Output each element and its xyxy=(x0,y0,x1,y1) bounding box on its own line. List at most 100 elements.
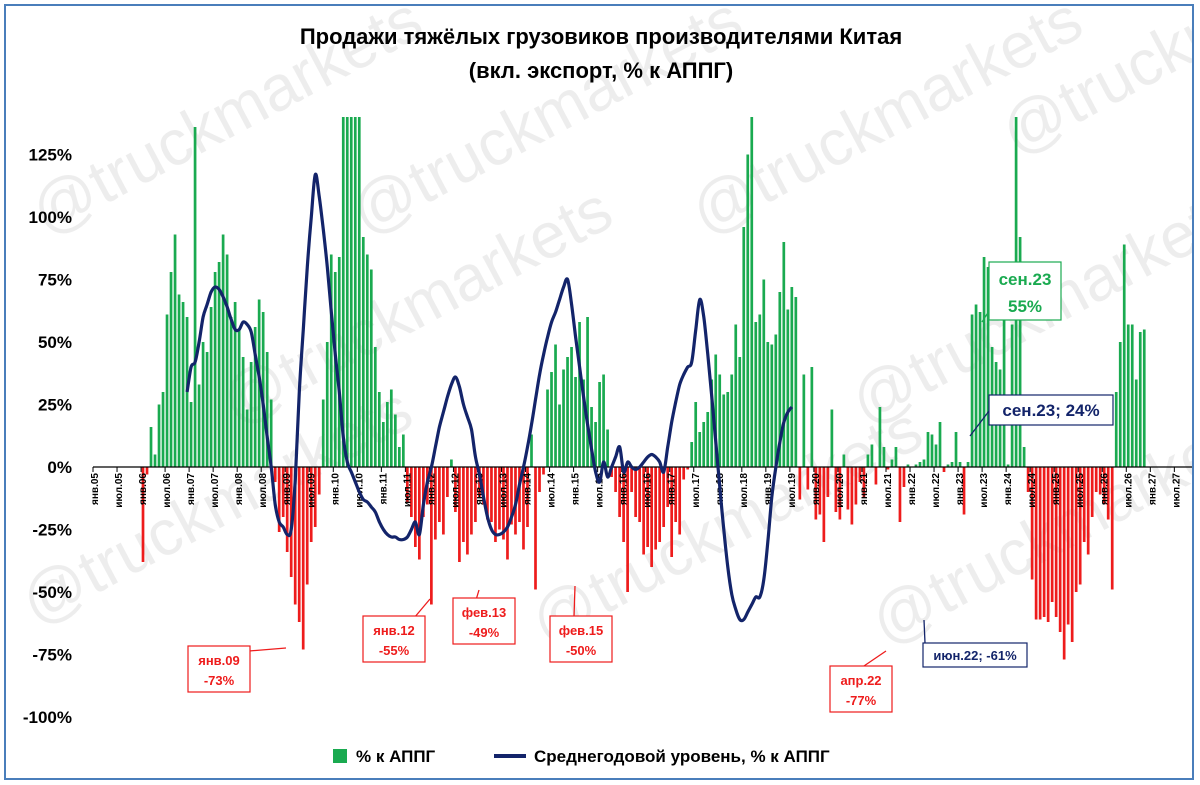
bar xyxy=(482,467,485,505)
bar xyxy=(337,257,341,467)
x-tick-label: янв.14 xyxy=(523,473,534,505)
chart-subtitle: (вкл. экспорт, % к АППГ) xyxy=(469,58,733,83)
bar xyxy=(237,329,241,467)
bar xyxy=(798,467,802,500)
bar xyxy=(674,467,678,522)
bar xyxy=(630,467,633,492)
bar xyxy=(938,422,942,467)
bar xyxy=(750,117,754,467)
bar xyxy=(710,379,714,467)
bar xyxy=(185,317,189,467)
callout-box xyxy=(452,597,516,645)
callout-value: -73% xyxy=(204,673,235,688)
bar xyxy=(782,242,786,467)
bar-series xyxy=(141,117,1146,660)
bar xyxy=(209,307,213,467)
callout-label: апр.22 xyxy=(840,673,881,688)
bar xyxy=(405,467,409,502)
bar xyxy=(422,467,425,517)
bar xyxy=(518,467,521,522)
x-tick-label: июл.26 xyxy=(1123,473,1134,508)
y-tick-label: -100% xyxy=(23,708,72,727)
bar xyxy=(682,467,686,480)
callout-value: -55% xyxy=(379,643,410,658)
bar xyxy=(718,374,722,467)
bar xyxy=(586,317,589,467)
bar xyxy=(542,467,545,475)
bar xyxy=(822,467,826,542)
bar xyxy=(297,467,301,622)
callout-label: янв.09 xyxy=(198,653,240,668)
bar xyxy=(570,347,573,467)
x-tick-label: июл.06 xyxy=(162,473,173,508)
y-tick-label: -75% xyxy=(32,646,72,665)
x-tick-label: июл.27 xyxy=(1171,473,1182,508)
bar xyxy=(602,374,605,467)
x-tick-label: июл.05 xyxy=(114,473,125,508)
bar xyxy=(942,467,946,472)
bar xyxy=(530,434,533,467)
callout-label: сен.23 xyxy=(999,270,1052,289)
bar xyxy=(986,267,990,467)
callout-box xyxy=(922,642,1028,668)
bar xyxy=(1050,467,1054,602)
bar xyxy=(401,434,405,467)
bar xyxy=(1114,392,1118,467)
bar xyxy=(418,467,421,560)
bar xyxy=(397,447,401,467)
bar xyxy=(642,467,645,555)
bar xyxy=(582,379,585,467)
bar xyxy=(618,467,621,517)
bar xyxy=(774,334,778,467)
x-tick-label: июл.23 xyxy=(979,473,990,508)
bar xyxy=(926,432,930,467)
bar xyxy=(1134,379,1138,467)
bar xyxy=(494,467,497,542)
bar xyxy=(566,357,569,467)
bar xyxy=(898,467,902,522)
bar xyxy=(273,467,277,482)
bar xyxy=(1138,332,1142,467)
callout-box xyxy=(988,261,1062,321)
bar xyxy=(574,377,577,467)
x-tick-label: янв.07 xyxy=(186,473,197,505)
y-tick-label: 25% xyxy=(38,396,72,415)
bar xyxy=(317,467,321,495)
bar xyxy=(850,467,854,525)
bar xyxy=(281,467,285,517)
x-tick-label: июл.08 xyxy=(258,473,269,508)
bar xyxy=(221,234,225,467)
bar xyxy=(1098,467,1102,495)
line-series xyxy=(185,172,794,623)
x-tick-label: июл.09 xyxy=(306,473,317,508)
bar xyxy=(906,464,910,467)
bar xyxy=(341,117,345,467)
bar xyxy=(714,354,718,467)
y-tick-label: 75% xyxy=(38,271,72,290)
x-tick-label: янв.10 xyxy=(330,473,341,505)
bar xyxy=(261,312,265,467)
bar xyxy=(754,322,758,467)
bar xyxy=(694,402,698,467)
bar xyxy=(1062,467,1066,660)
bar xyxy=(506,467,509,560)
bar xyxy=(590,407,593,467)
bar xyxy=(498,467,501,530)
bar xyxy=(1022,447,1026,467)
bar xyxy=(1122,244,1126,467)
x-tick-label: июл.16 xyxy=(643,473,654,508)
x-tick-label: июл.17 xyxy=(691,473,702,508)
bar xyxy=(522,467,525,550)
bar xyxy=(414,467,417,547)
bar xyxy=(321,399,325,467)
x-tick-label: июл.15 xyxy=(595,473,606,508)
bar xyxy=(638,467,641,522)
bar xyxy=(466,467,469,555)
bar xyxy=(410,467,413,517)
bar xyxy=(882,447,886,467)
bar xyxy=(233,302,237,467)
bar xyxy=(1026,467,1030,492)
x-tick-label: июл.25 xyxy=(1075,473,1086,508)
bar xyxy=(1078,467,1082,585)
bar xyxy=(742,227,746,467)
